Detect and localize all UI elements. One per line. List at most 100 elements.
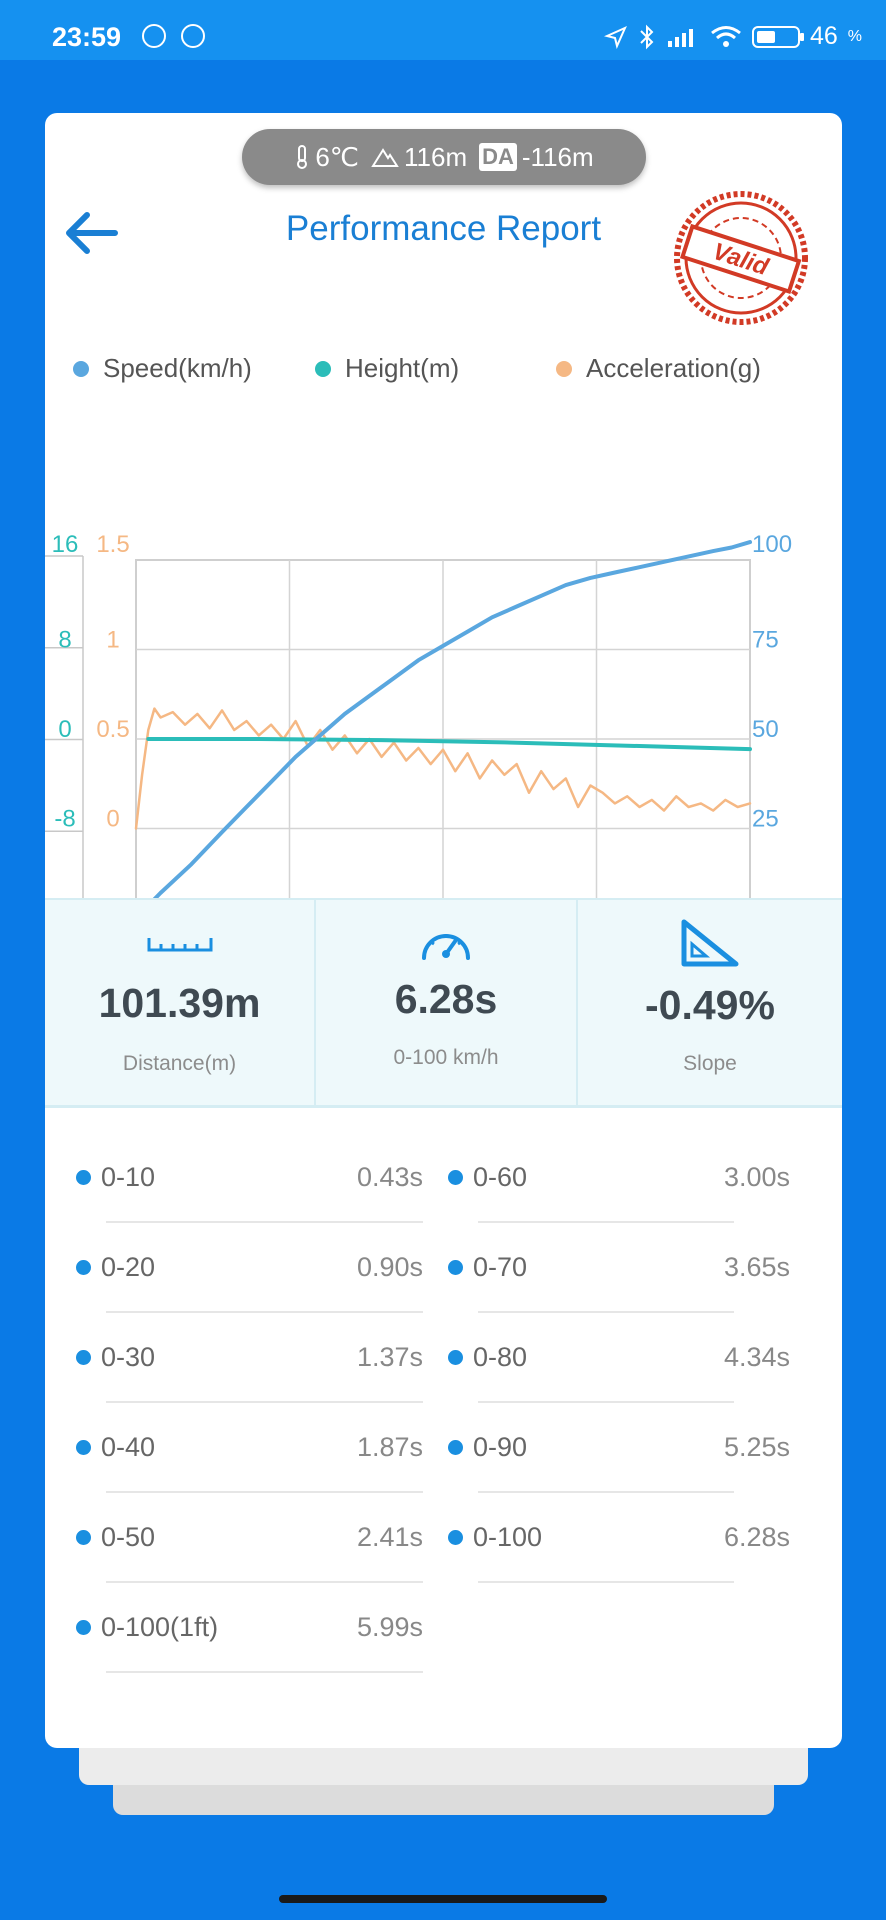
stats-panel: 101.39m Distance(m) 6.28s 0-100 km/h -0.…: [45, 898, 842, 1108]
split-row: 0-20 0.90s: [76, 1223, 423, 1313]
split-row: 0-90 5.25s: [448, 1403, 790, 1493]
arrow-left-icon: [66, 212, 118, 254]
stat-divider: [576, 900, 578, 1105]
density-altitude-value: -116m: [521, 141, 594, 172]
split-label: 0-40: [101, 1432, 156, 1462]
chart-legend: Speed(km/h) Height(m) Acceleration(g): [45, 353, 842, 393]
split-value: 5.25s: [723, 1432, 790, 1462]
bullet-dot: [448, 1170, 463, 1185]
divider: [478, 1401, 734, 1403]
split-label: 0-20: [101, 1252, 156, 1282]
legend-height: Height(m): [315, 353, 459, 384]
split-value: 1.87s: [356, 1432, 423, 1462]
split-value: 1.37s: [356, 1342, 423, 1372]
bullet-dot: [76, 1260, 91, 1275]
thermometer-icon: [297, 145, 308, 169]
split-row: 0-100 6.28s: [448, 1493, 790, 1583]
split-value: 4.34s: [723, 1342, 790, 1372]
page-title: Performance Report: [285, 209, 602, 248]
split-label: 0-100(1ft): [101, 1612, 219, 1642]
density-altitude-segment: DA -116m: [479, 142, 594, 173]
split-label: 0-50: [101, 1522, 156, 1552]
altitude-segment: 116m: [371, 142, 467, 173]
y-tick-speed: 50: [752, 716, 779, 743]
divider: [478, 1581, 734, 1583]
split-row: 0-70 3.65s: [448, 1223, 790, 1313]
da-badge: DA: [479, 143, 517, 171]
ruler-icon: [147, 938, 212, 952]
valid-stamp: Valid: [674, 191, 808, 325]
home-indicator[interactable]: [279, 1895, 607, 1903]
y-tick-speed: 100: [752, 531, 792, 558]
back-button[interactable]: [61, 203, 121, 263]
bullet-dot: [76, 1620, 91, 1635]
stat-time-value: 6.28s: [394, 976, 498, 1022]
divider: [106, 1491, 423, 1493]
split-label: 0-100: [473, 1522, 543, 1552]
divider: [478, 1311, 734, 1313]
battery-icon: [751, 25, 804, 48]
divider: [478, 1221, 734, 1223]
split-row: 0-80 4.34s: [448, 1313, 790, 1403]
y-tick-acceleration: 1: [106, 627, 119, 654]
location-icon: [603, 25, 627, 49]
series-line-acceleration: [134, 707, 752, 830]
stat-time: 6.28s 0-100 km/h: [316, 900, 576, 1105]
battery-unit: %: [847, 27, 862, 45]
mountain-icon: [371, 148, 399, 167]
split-label: 0-60: [473, 1162, 528, 1192]
battery-percent: 46: [809, 22, 838, 50]
split-row: 0-60 3.00s: [448, 1133, 790, 1223]
y-tick-height: -8: [54, 806, 75, 833]
y-tick-height: 0: [58, 716, 71, 743]
stamp-emblem: [674, 191, 808, 325]
split-label: 0-80: [473, 1342, 528, 1372]
split-value: 6.28s: [723, 1522, 790, 1552]
bullet-dot: [448, 1440, 463, 1455]
split-value: 5.99s: [356, 1612, 423, 1642]
legend-label-speed: Speed(km/h): [103, 353, 252, 383]
temperature-value: 6℃: [315, 141, 359, 172]
app-notification-icon: [142, 24, 166, 48]
legend-dot-acceleration: [556, 360, 572, 377]
divider: [106, 1311, 423, 1313]
temperature-segment: 6℃: [294, 142, 359, 173]
y-tick-speed: 75: [752, 627, 779, 654]
bullet-dot: [448, 1260, 463, 1275]
split-row: 0-40 1.87s: [76, 1403, 423, 1493]
divider: [106, 1221, 423, 1223]
divider: [478, 1491, 734, 1493]
split-label: 0-10: [101, 1162, 156, 1192]
stat-divider: [314, 900, 316, 1105]
battery-fill: [756, 30, 775, 43]
stat-time-label: 0-100 km/h: [393, 1046, 499, 1069]
bullet-dot: [76, 1440, 91, 1455]
stat-distance-value: 101.39m: [98, 980, 261, 1026]
divider: [106, 1671, 423, 1673]
legend-acceleration: Acceleration(g): [556, 353, 761, 384]
split-row: 0-50 2.41s: [76, 1493, 423, 1583]
split-value: 3.65s: [723, 1252, 790, 1282]
legend-speed: Speed(km/h): [73, 353, 252, 384]
y-tick-height: 16: [52, 531, 79, 558]
slope-icon: [681, 919, 739, 967]
bullet-dot: [448, 1350, 463, 1365]
legend-dot-speed: [73, 360, 89, 377]
signal-icon: [667, 28, 693, 47]
split-label: 0-30: [101, 1342, 156, 1372]
y-tick-height: 8: [58, 627, 71, 654]
legend-label-acceleration: Acceleration(g): [586, 353, 761, 383]
split-value: 0.90s: [356, 1252, 423, 1282]
y-tick-speed: 25: [752, 806, 779, 833]
y-tick-acceleration: 0.5: [96, 716, 129, 743]
bullet-dot: [76, 1530, 91, 1545]
split-value: 3.00s: [723, 1162, 790, 1192]
app-notification-icon-2: [181, 24, 205, 48]
legend-label-height: Height(m): [345, 353, 460, 383]
stat-distance: 101.39m Distance(m): [45, 900, 314, 1105]
divider: [106, 1401, 423, 1403]
altitude-value: 116m: [404, 141, 468, 172]
status-time: 23:59: [52, 22, 122, 52]
split-label: 0-70: [473, 1252, 528, 1282]
